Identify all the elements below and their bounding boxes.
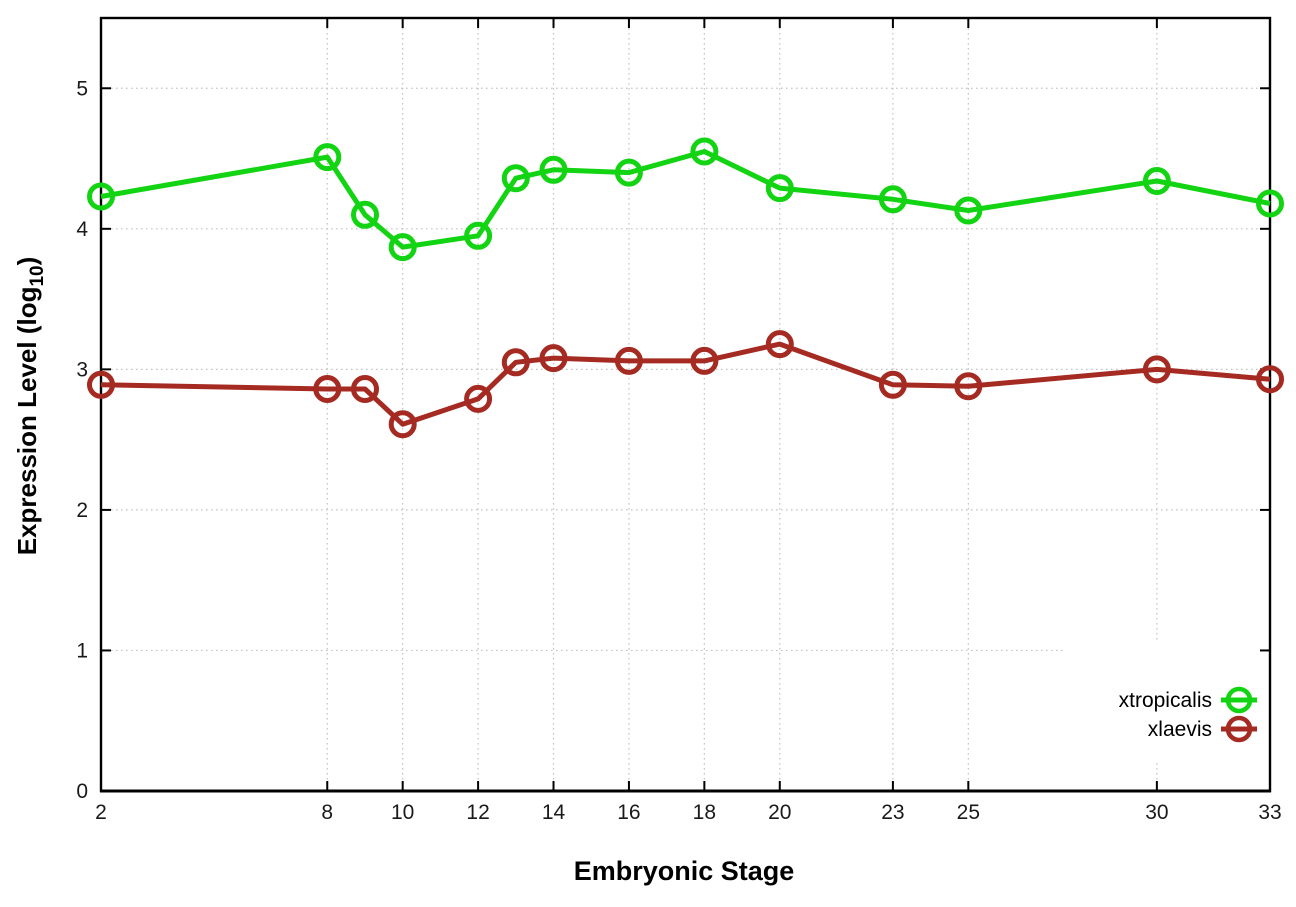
data-point-marker-xtropicalis <box>464 221 493 250</box>
data-point-marker-xlaevis <box>464 384 493 413</box>
legend: xtropicalis xlaevis <box>1119 686 1257 743</box>
legend-marker-xtropicalis <box>1221 686 1257 714</box>
x-tick-label: 25 <box>957 801 980 824</box>
legend-label-xtropicalis: xtropicalis <box>1119 689 1212 712</box>
y-tick-label: 0 <box>76 780 88 803</box>
data-point-marker-xlaevis <box>878 370 907 399</box>
x-tick-label: 10 <box>391 801 414 824</box>
data-point-marker-xlaevis <box>690 346 719 375</box>
data-point-marker-xlaevis <box>501 348 530 377</box>
legend-marker-xlaevis <box>1221 715 1257 743</box>
data-point-marker-xtropicalis <box>878 185 907 214</box>
data-point-marker-xlaevis <box>87 370 115 399</box>
data-point-marker-xlaevis <box>765 330 794 359</box>
legend-circle-sample <box>1225 686 1253 714</box>
x-tick-label: 30 <box>1145 801 1168 824</box>
series-xlaevis <box>87 330 1284 439</box>
data-point-marker-xlaevis <box>614 346 643 375</box>
data-point-marker-xlaevis <box>1142 355 1171 384</box>
x-tick-label: 20 <box>768 801 791 824</box>
data-point-marker-xtropicalis <box>87 182 115 211</box>
x-tick-label: 33 <box>1258 801 1281 824</box>
series-xtropicalis <box>87 137 1284 262</box>
y-tick-label: 3 <box>76 358 88 381</box>
y-axis-title-suffix: ) <box>12 257 42 266</box>
grid-lines <box>101 18 1270 791</box>
y-axis-title: Expression Level (log10) <box>12 257 48 556</box>
legend-circle-sample <box>1225 715 1253 743</box>
x-tick-label: 8 <box>321 801 333 824</box>
x-tick-label: 23 <box>881 801 904 824</box>
y-tick-label: 1 <box>76 639 88 662</box>
data-point-marker-xlaevis <box>313 375 342 403</box>
x-axis-title: Embryonic Stage <box>574 856 795 886</box>
data-point-marker-xtropicalis <box>1256 189 1284 218</box>
data-point-marker-xlaevis <box>1256 365 1284 394</box>
x-tick-label: 14 <box>542 801 566 824</box>
data-point-marker-xtropicalis <box>313 143 342 172</box>
axis-ticks <box>100 18 1271 792</box>
x-tick-label: 16 <box>617 801 640 824</box>
data-point-marker-xtropicalis <box>539 155 568 184</box>
y-axis-title-subscript: 10 <box>27 265 48 286</box>
legend-label-xlaevis: xlaevis <box>1148 718 1212 741</box>
x-tick-label: 18 <box>693 801 716 824</box>
x-tick-label: 2 <box>95 801 107 824</box>
data-point-marker-xtropicalis <box>388 233 417 262</box>
data-point-marker-xtropicalis <box>501 164 530 193</box>
data-point-marker-xtropicalis <box>765 174 794 203</box>
y-axis-title-main: Expression Level (log <box>12 287 42 556</box>
data-point-marker-xtropicalis <box>614 158 643 187</box>
y-tick-label: 5 <box>76 77 88 100</box>
data-point-marker-xtropicalis <box>954 196 983 225</box>
data-point-marker-xtropicalis <box>690 137 719 166</box>
y-tick-label: 4 <box>76 218 88 241</box>
data-point-marker-xtropicalis <box>351 200 379 229</box>
data-point-marker-xtropicalis <box>1142 167 1171 195</box>
data-point-marker-xlaevis <box>351 375 379 403</box>
data-point-marker-xlaevis <box>954 372 983 401</box>
data-point-marker-xlaevis <box>539 344 568 373</box>
data-point-marker-xlaevis <box>388 410 417 439</box>
y-tick-label: 2 <box>76 499 88 522</box>
x-tick-label: 12 <box>466 801 489 824</box>
plot-frame <box>99 16 1272 793</box>
